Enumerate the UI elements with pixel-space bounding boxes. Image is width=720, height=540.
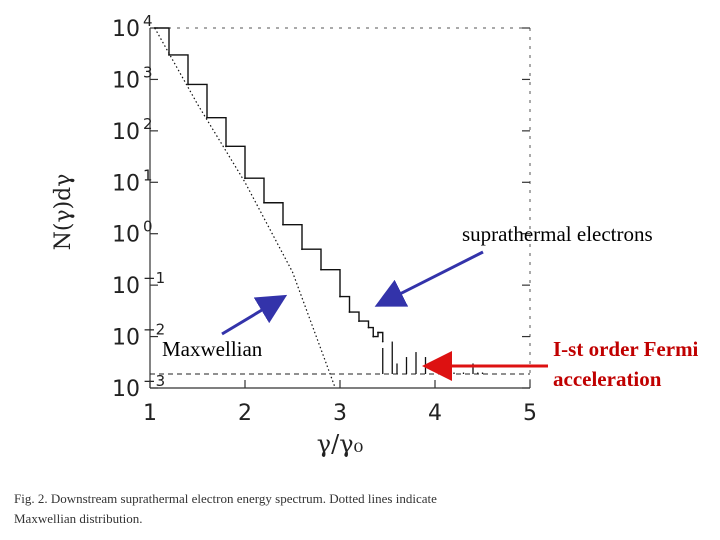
spectrum-point bbox=[358, 320, 360, 322]
series-layer bbox=[150, 27, 530, 389]
x-axis-label: γ/γ₀ bbox=[317, 430, 363, 458]
y-tick-exponent: 2 bbox=[143, 115, 153, 133]
spectrum-point bbox=[339, 295, 341, 298]
spectrum-point bbox=[282, 223, 284, 226]
y-tick-label: 10 4 bbox=[112, 12, 530, 42]
x-tick-label: 4 bbox=[428, 401, 442, 426]
y-tick-exponent: 4 bbox=[143, 12, 153, 30]
spectrum-point bbox=[301, 248, 303, 251]
x-tick-label: 5 bbox=[523, 401, 537, 426]
annotation-suprathermal: suprathermal electrons bbox=[462, 222, 653, 246]
spectrum-point bbox=[372, 335, 375, 338]
annotation-fermi-line2: acceleration bbox=[553, 367, 662, 391]
y-tick-base: 10 bbox=[112, 17, 140, 42]
y-tick-label: 10 −1 bbox=[112, 269, 530, 299]
y-tick-base: 10 bbox=[112, 223, 140, 248]
caption-line-2: Maxwellian distribution. bbox=[14, 511, 143, 526]
spectrum-point bbox=[377, 331, 379, 334]
y-tick-base: 10 bbox=[112, 171, 140, 196]
y-tick-exponent: 1 bbox=[143, 166, 153, 184]
arrow-maxwellian bbox=[221, 294, 288, 336]
spectrum-point bbox=[225, 145, 227, 148]
x-tick-labels: 1 2 3 4 5 bbox=[143, 380, 537, 426]
x-tick-label: 3 bbox=[333, 401, 347, 426]
annotation-fermi-line1: I-st order Fermi bbox=[553, 337, 699, 361]
y-tick-label: 10 3 bbox=[112, 63, 530, 93]
spectrum-point bbox=[320, 268, 322, 271]
y-tick-exponent: 3 bbox=[143, 63, 153, 81]
spectrum-point bbox=[263, 201, 265, 204]
arrow-suprathermal bbox=[374, 250, 484, 307]
x-tick-label: 1 bbox=[143, 401, 157, 426]
y-axis-label: N(γ)dγ bbox=[51, 174, 76, 251]
caption-line-1: Fig. 2. Downstream suprathermal electron… bbox=[14, 491, 437, 506]
y-tick-label: 10 2 bbox=[112, 115, 530, 145]
y-tick-label: 10 0 bbox=[112, 218, 530, 248]
spectrum-point bbox=[168, 53, 170, 56]
plot-frame bbox=[150, 27, 531, 388]
y-tick-label: 10 −3 bbox=[112, 372, 530, 402]
spectrum-step-line bbox=[154, 27, 384, 342]
y-tick-base: 10 bbox=[112, 326, 140, 351]
spectrum-point bbox=[348, 311, 351, 313]
maxwellian-dotted-line bbox=[154, 27, 336, 389]
y-tick-base: 10 bbox=[112, 274, 140, 299]
y-tick-exponent: −1 bbox=[143, 269, 165, 287]
spectrum-point bbox=[206, 116, 208, 119]
y-tick-base: 10 bbox=[112, 377, 140, 402]
y-tick-base: 10 bbox=[112, 68, 140, 93]
spectrum-point bbox=[187, 83, 189, 86]
spectrum-point bbox=[244, 177, 246, 180]
y-tick-exponent: −2 bbox=[143, 321, 165, 339]
y-tick-exponent: 0 bbox=[143, 218, 153, 236]
spectrum-point bbox=[367, 326, 370, 329]
x-tick-label: 2 bbox=[238, 401, 252, 426]
spectrum-point bbox=[153, 27, 156, 29]
y-tick-label: 10 1 bbox=[112, 166, 530, 196]
y-tick-exponent: −3 bbox=[143, 372, 165, 390]
y-tick-base: 10 bbox=[112, 120, 140, 145]
spectrum-point bbox=[381, 340, 384, 343]
y-tick-label: 10 −2 bbox=[112, 321, 530, 351]
annotation-maxwellian: Maxwellian bbox=[162, 337, 263, 361]
